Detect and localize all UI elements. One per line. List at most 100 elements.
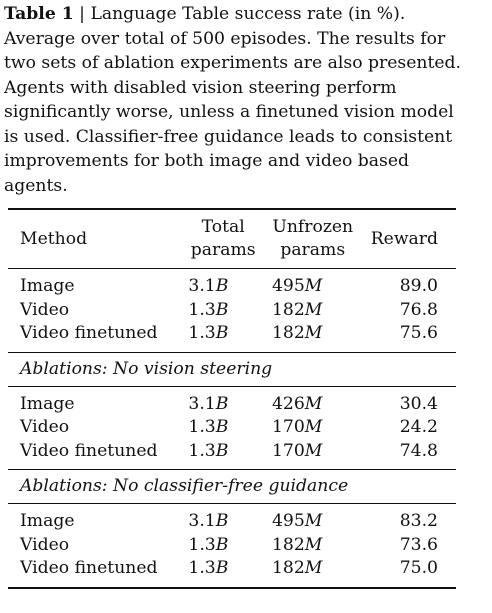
unfrozen-value: 182 [271, 558, 305, 578]
table-row: Image 3.1B 495M 83.2 [8, 503, 456, 534]
caption-separator: | [73, 4, 91, 24]
total-unit: B [215, 323, 229, 343]
section-header-row: Ablations: No classifier-free guidance [8, 469, 456, 504]
cell-reward: 89.0 [399, 276, 438, 296]
total-unit: B [215, 534, 229, 555]
total-value: 1.3 [188, 323, 216, 343]
section-header-row: Ablations: No vision steering [8, 352, 456, 386]
cell-method: Video finetuned [20, 440, 158, 461]
unfrozen-value: 182 [271, 299, 305, 320]
cell-method: Image [20, 511, 75, 531]
cell-unfrozen-params: 182M [264, 557, 362, 588]
cell-reward: 75.6 [399, 323, 438, 343]
unfrozen-unit: M [304, 393, 323, 414]
header-total-params: Total params [182, 209, 264, 269]
cell-method: Video [20, 417, 70, 437]
cell-reward: 74.8 [399, 440, 438, 461]
results-table: Method Total params Unfrozen params Rewa… [8, 208, 456, 589]
header-reward: Reward [370, 228, 438, 249]
section-title: Ablations: No vision steering [20, 358, 273, 379]
table-row: Video 1.3B 170M 24.2 [8, 416, 456, 440]
cell-method: Video finetuned [20, 558, 158, 578]
header-unfrozen-line2: params [280, 240, 346, 260]
unfrozen-unit: M [304, 511, 323, 531]
total-unit: B [215, 440, 229, 461]
cell-total-params: 3.1B [182, 386, 264, 416]
cell-total-params: 1.3B [182, 534, 264, 558]
total-value: 1.3 [188, 417, 216, 437]
cell-unfrozen-params: 426M [264, 386, 362, 416]
cell-method: Video [20, 534, 70, 555]
cell-total-params: 1.3B [182, 557, 264, 588]
cell-unfrozen-params: 182M [264, 534, 362, 558]
cell-method: Video finetuned [20, 323, 158, 343]
cell-reward: 83.2 [399, 511, 438, 531]
table-row: Video finetuned 1.3B 170M 74.8 [8, 440, 456, 470]
table-caption: Table 1 | Language Table success rate (i… [4, 2, 464, 198]
total-value: 1.3 [188, 534, 216, 555]
total-unit: B [215, 393, 229, 414]
header-unfrozen-params: Unfrozen params [264, 209, 362, 269]
unfrozen-value: 495 [271, 511, 305, 531]
table-row: Image 3.1B 426M 30.4 [8, 386, 456, 416]
cell-unfrozen-params: 170M [264, 440, 362, 470]
unfrozen-value: 182 [271, 323, 305, 343]
cell-total-params: 1.3B [182, 322, 264, 352]
table-row: Video 1.3B 182M 76.8 [8, 299, 456, 323]
cell-total-params: 1.3B [182, 440, 264, 470]
total-value: 1.3 [188, 558, 216, 578]
unfrozen-unit: M [304, 534, 323, 555]
cell-reward: 24.2 [399, 417, 438, 437]
cell-unfrozen-params: 170M [264, 416, 362, 440]
caption-text: Language Table success rate (in %). Aver… [4, 4, 462, 196]
cell-method: Video [20, 299, 70, 320]
total-unit: B [215, 299, 229, 320]
unfrozen-unit: M [304, 299, 323, 320]
cell-total-params: 3.1B [182, 269, 264, 299]
unfrozen-unit: M [304, 417, 323, 437]
cell-method: Image [20, 276, 75, 296]
cell-unfrozen-params: 182M [264, 322, 362, 352]
cell-total-params: 1.3B [182, 416, 264, 440]
total-unit: B [215, 558, 229, 578]
total-value: 1.3 [188, 440, 216, 461]
header-row: Method Total params Unfrozen params Rewa… [8, 209, 456, 269]
cell-total-params: 1.3B [182, 299, 264, 323]
cell-reward: 75.0 [399, 558, 438, 578]
unfrozen-value: 426 [271, 393, 305, 414]
total-unit: B [215, 276, 229, 296]
cell-reward: 76.8 [399, 299, 438, 320]
unfrozen-unit: M [304, 323, 323, 343]
header-total-line2: params [190, 240, 256, 260]
header-method: Method [20, 228, 88, 249]
unfrozen-unit: M [304, 558, 323, 578]
cell-unfrozen-params: 495M [264, 504, 362, 534]
total-value: 1.3 [188, 299, 216, 320]
cell-unfrozen-params: 182M [264, 299, 362, 323]
unfrozen-value: 170 [271, 417, 305, 437]
header-unfrozen-line1: Unfrozen [272, 217, 354, 237]
cell-reward: 30.4 [399, 393, 438, 414]
table-body: Image 3.1B 495M 89.0 Video 1.3B 182M 76.8 Video … [8, 268, 456, 588]
header-total-line1: Total [201, 217, 245, 237]
total-unit: B [215, 511, 229, 531]
cell-total-params: 3.1B [182, 504, 264, 534]
cell-reward: 73.6 [399, 534, 438, 555]
table-row: Image 3.1B 495M 89.0 [8, 268, 456, 299]
cell-method: Image [20, 393, 75, 414]
caption-label: Table 1 [4, 4, 74, 24]
total-value: 3.1 [188, 276, 216, 296]
table-row: Video 1.3B 182M 73.6 [8, 534, 456, 558]
total-unit: B [215, 417, 229, 437]
cell-unfrozen-params: 495M [264, 269, 362, 299]
unfrozen-value: 170 [271, 440, 305, 461]
table-row: Video finetuned 1.3B 182M 75.0 [8, 557, 456, 588]
total-value: 3.1 [188, 393, 216, 414]
unfrozen-value: 182 [271, 534, 305, 555]
unfrozen-value: 495 [271, 276, 305, 296]
section-title: Ablations: No classifier-free guidance [20, 476, 349, 496]
unfrozen-unit: M [304, 276, 323, 296]
total-value: 3.1 [188, 511, 216, 531]
unfrozen-unit: M [304, 440, 323, 461]
